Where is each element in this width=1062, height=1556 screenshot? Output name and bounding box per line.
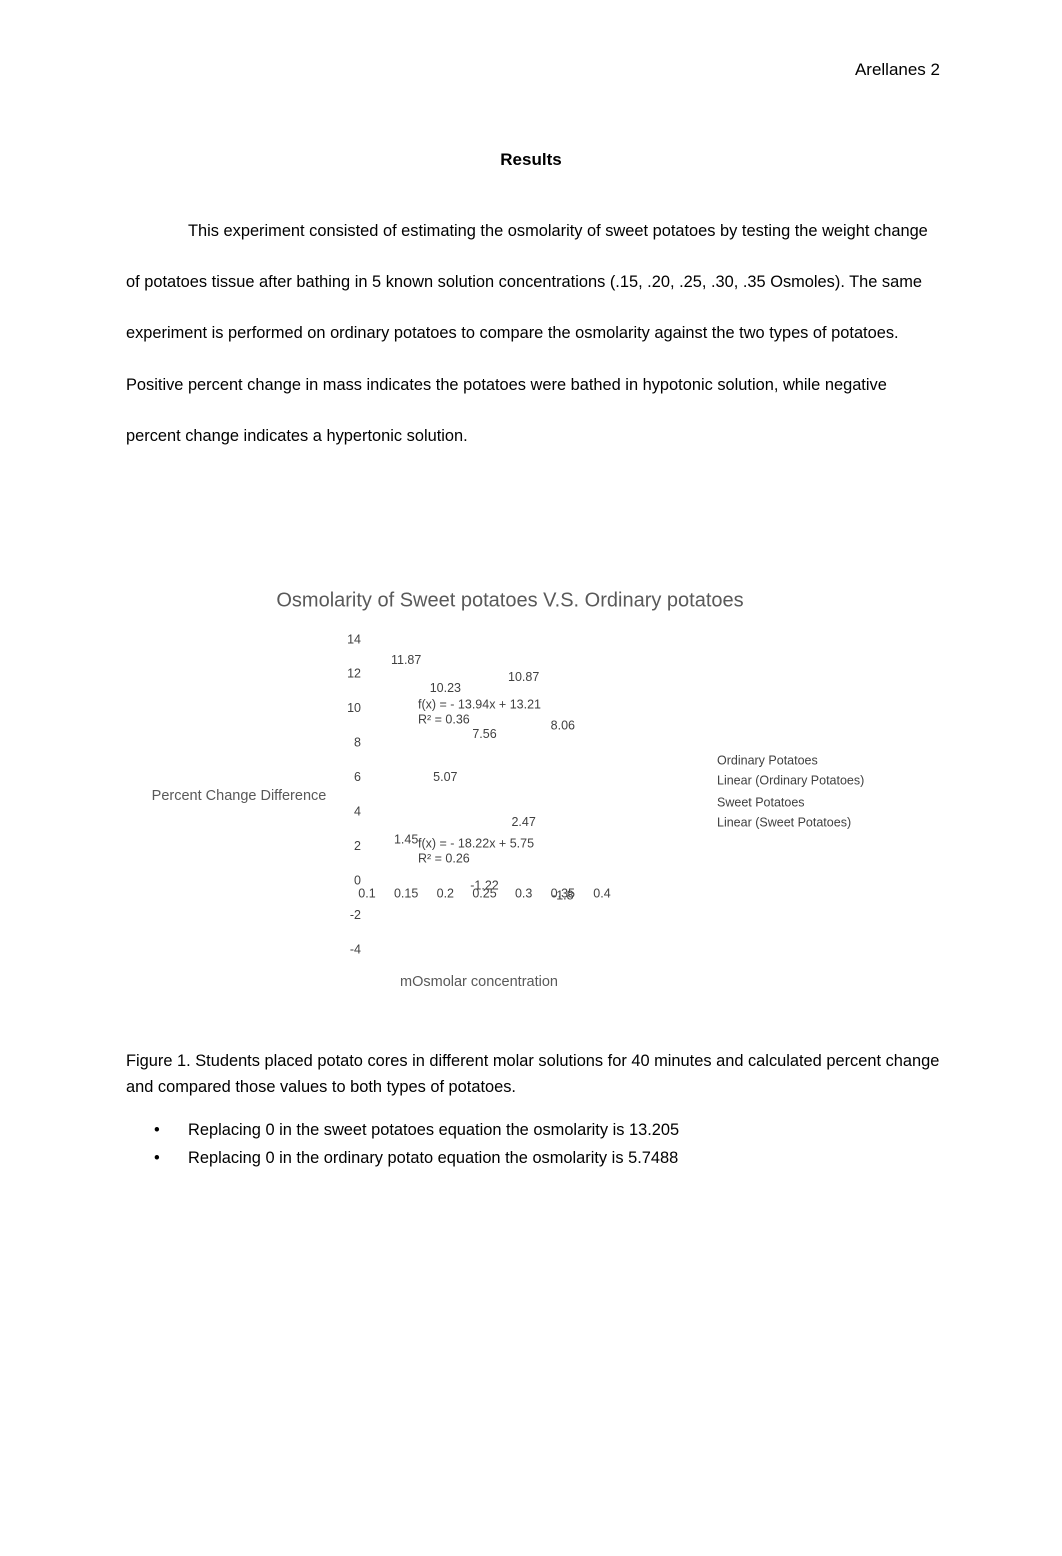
trendline-r2: R² = 0.36 <box>418 712 470 726</box>
y-axis-title: Percent Change Difference <box>152 788 327 804</box>
trendline-equation: f(x) = - 18.22x + 5.75 <box>418 836 534 850</box>
data-label: 11.87 <box>391 653 421 667</box>
y-tick-label: 14 <box>347 632 361 646</box>
y-tick-label: 12 <box>347 667 361 681</box>
y-tick-label: 10 <box>347 701 361 715</box>
data-label: -1.22 <box>470 878 499 892</box>
figure-caption: Figure 1. Students placed potato cores i… <box>126 1052 940 1096</box>
data-label: 5.07 <box>433 770 457 784</box>
x-tick-label: 0.4 <box>593 886 610 900</box>
legend-entry: Sweet Potatoes <box>717 795 805 809</box>
page-header: Arellanes 2 <box>854 60 940 79</box>
y-tick-label: 4 <box>354 805 361 819</box>
y-tick-label: 8 <box>354 736 361 750</box>
x-tick-label: 0.15 <box>394 886 418 900</box>
legend-entry: Linear (Sweet Potatoes) <box>717 815 851 829</box>
section-title: Results <box>500 150 562 169</box>
paragraph: This experiment consisted of estimating … <box>126 222 928 445</box>
bullet: Replacing 0 in the sweet potatoes equati… <box>126 1116 679 1144</box>
x-tick-label: 0.35 <box>551 886 575 900</box>
data-label: 2.47 <box>511 815 535 829</box>
x-tick-label: 0.1 <box>358 886 375 900</box>
data-label: 10.87 <box>508 670 539 684</box>
data-label: 1.45 <box>394 832 418 846</box>
y-tick-label: 0 <box>354 873 361 887</box>
chart: Osmolarity of Sweet potatoes V.S. Ordina… <box>152 589 865 990</box>
legend-entry: Linear (Ordinary Potatoes) <box>717 773 864 787</box>
x-axis-title: mOsmolar concentration <box>400 974 558 990</box>
legend-entry: Ordinary Potatoes <box>717 753 818 767</box>
bullet-list: Replacing 0 in the sweet potatoes equati… <box>126 1116 679 1172</box>
trendline-r2: R² = 0.26 <box>418 851 470 865</box>
chart-title: Osmolarity of Sweet potatoes V.S. Ordina… <box>276 589 743 611</box>
data-label: -1.8 <box>552 888 574 902</box>
trendline-equation: f(x) = - 13.94x + 13.21 <box>418 697 541 711</box>
bullet: Replacing 0 in the ordinary potato equat… <box>126 1144 679 1172</box>
y-tick-label: 6 <box>354 770 361 784</box>
x-tick-label: 0.25 <box>472 886 496 900</box>
data-label: 7.56 <box>472 727 496 741</box>
data-label: 10.23 <box>430 681 461 695</box>
y-tick-label: 2 <box>354 839 361 853</box>
y-tick-label: -4 <box>350 942 361 956</box>
data-label: 8.06 <box>551 719 575 733</box>
x-tick-label: 0.2 <box>437 886 454 900</box>
y-tick-label: -2 <box>350 908 361 922</box>
x-tick-label: 0.3 <box>515 886 532 900</box>
